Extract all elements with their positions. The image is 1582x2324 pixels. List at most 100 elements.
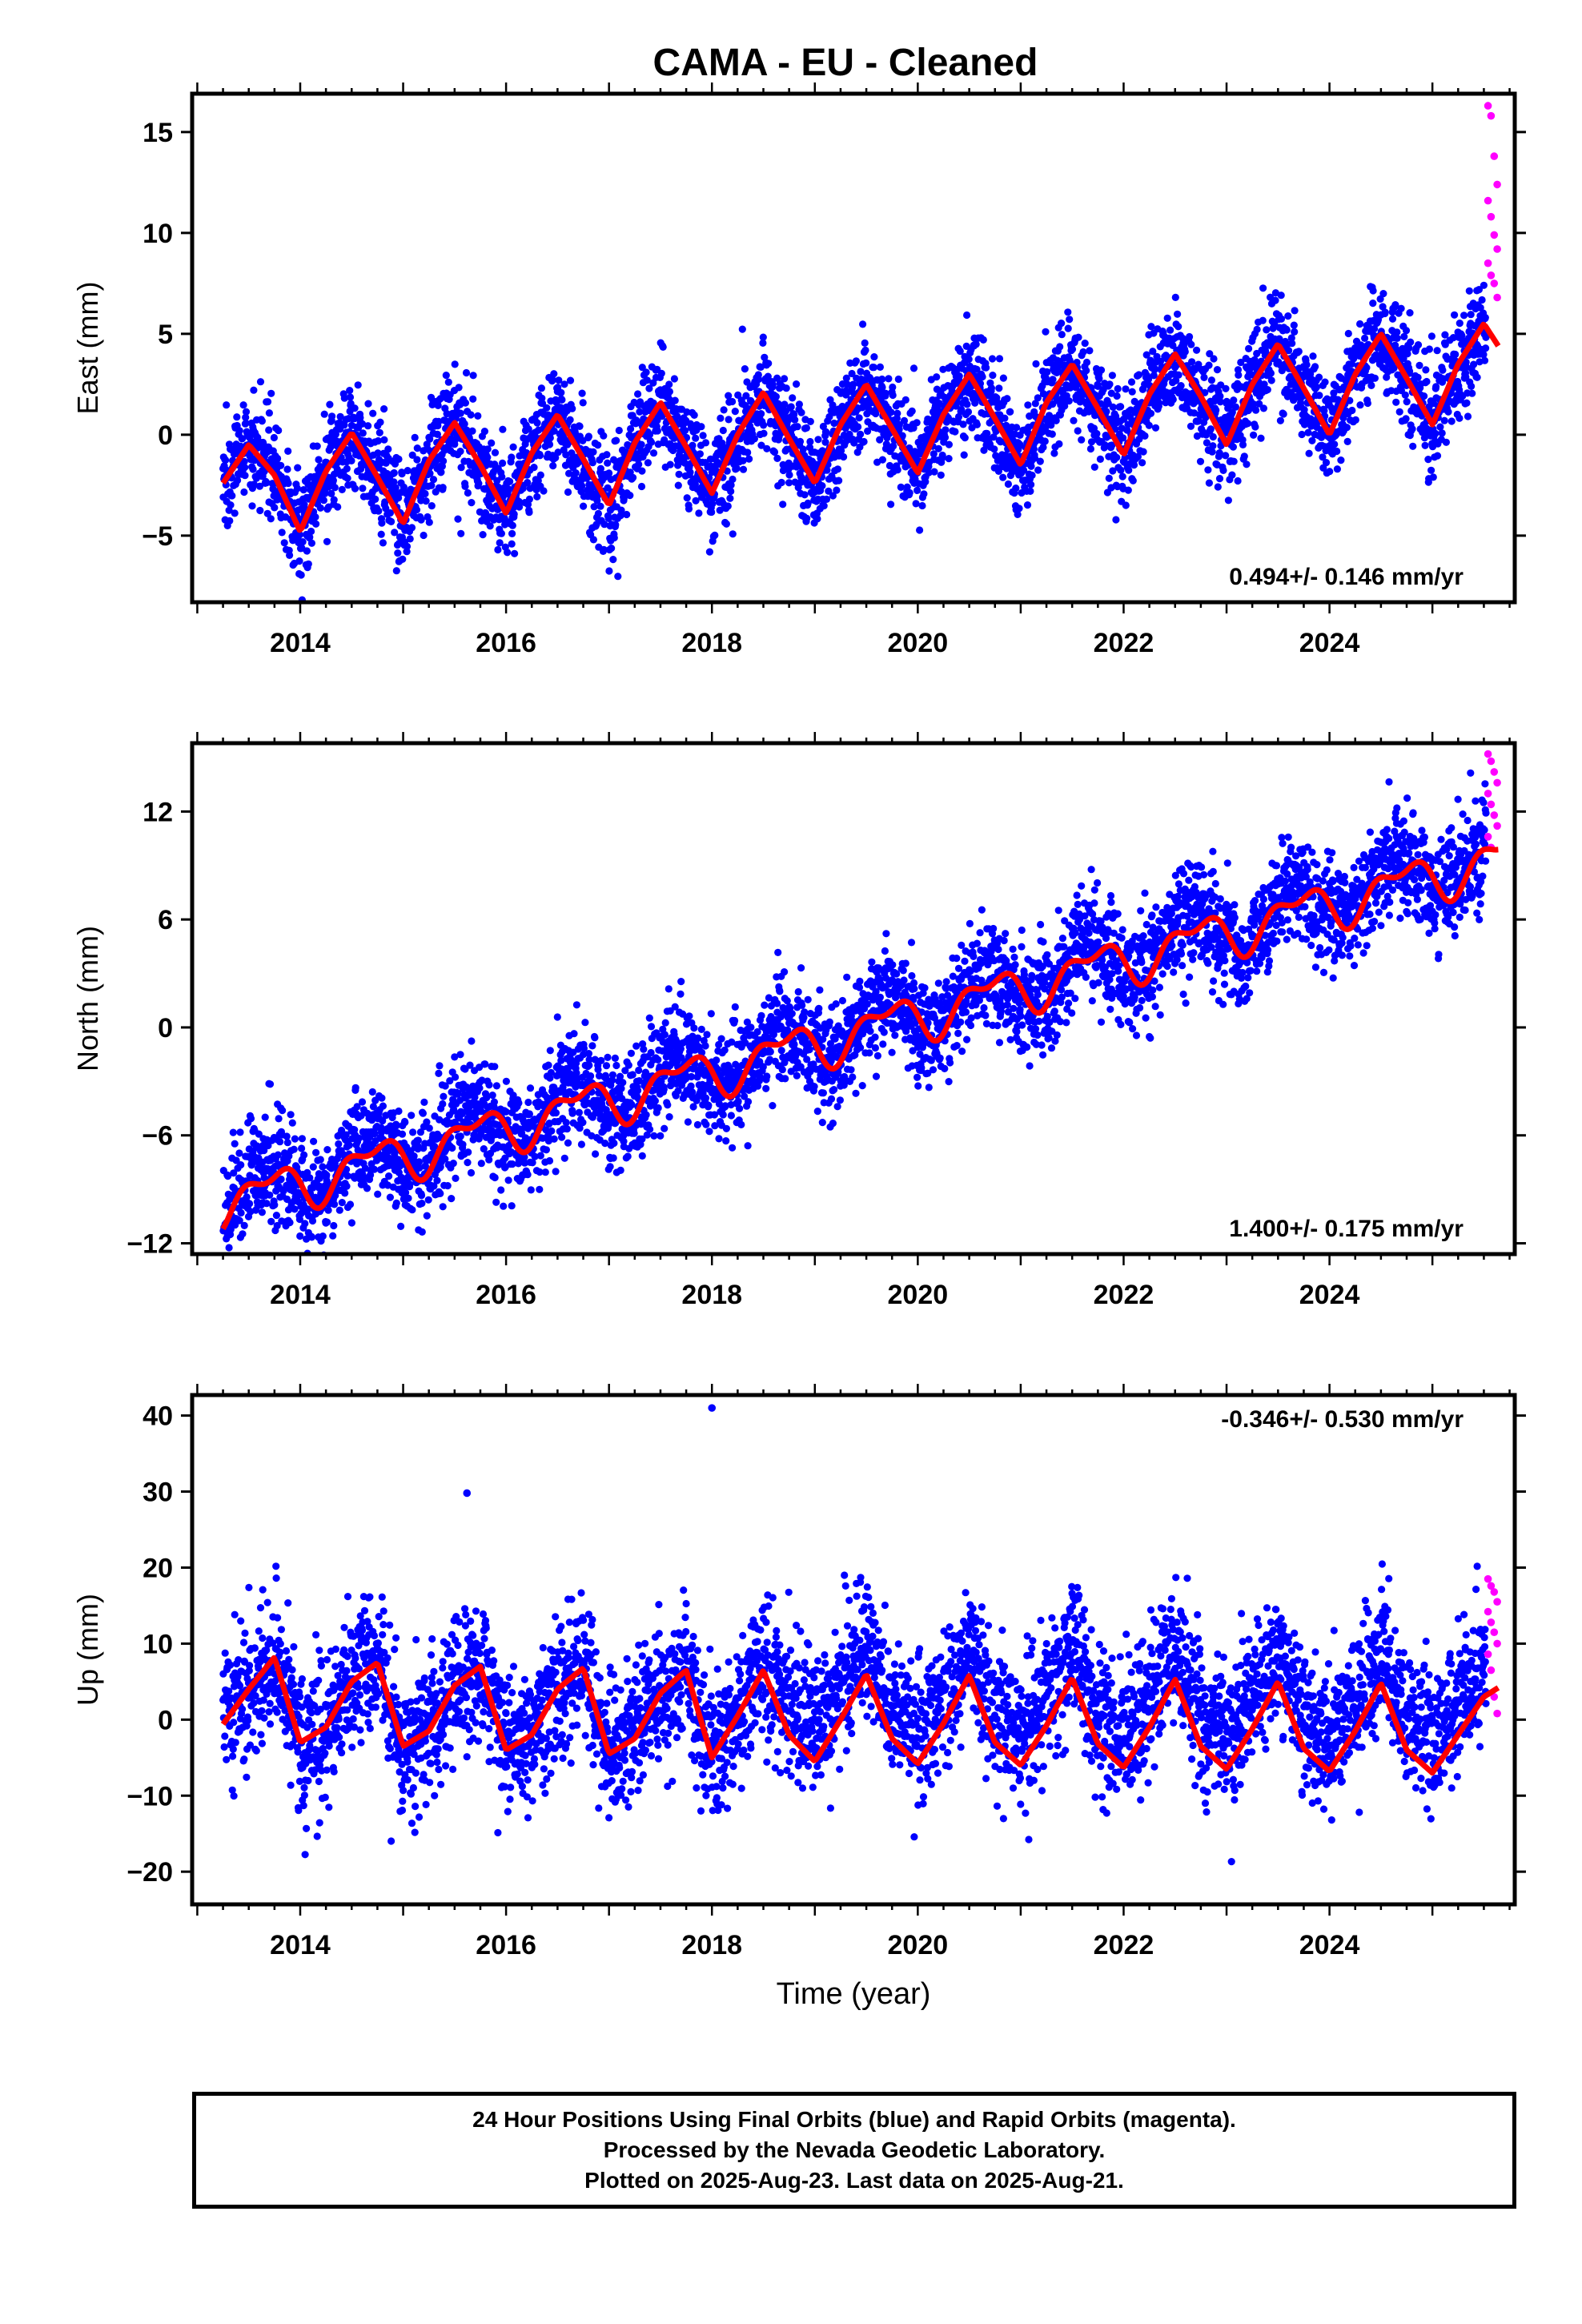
east-point	[916, 526, 924, 534]
east-point	[1188, 358, 1196, 366]
east-point	[1049, 376, 1057, 384]
east-point	[1034, 466, 1042, 474]
east-point	[270, 433, 278, 442]
north-point	[386, 1193, 394, 1201]
east-point	[934, 444, 942, 452]
east-point	[371, 495, 379, 504]
east-point	[1118, 472, 1126, 480]
east-point	[760, 421, 768, 429]
east-point	[499, 459, 507, 468]
east-point	[725, 392, 733, 400]
east-point	[612, 521, 620, 529]
east-point	[1290, 321, 1298, 329]
east-point	[1206, 350, 1214, 358]
east-y-tick-label: 15	[143, 118, 173, 148]
east-point	[603, 451, 611, 459]
east-point	[990, 433, 998, 441]
north-point	[316, 1156, 324, 1164]
east-point	[476, 508, 484, 516]
north-point	[374, 1190, 382, 1198]
east-point	[1156, 357, 1165, 365]
east-point	[1288, 340, 1296, 348]
east-point	[840, 452, 848, 461]
east-point	[1122, 501, 1130, 509]
east-point	[533, 419, 541, 427]
east-point	[1219, 466, 1227, 475]
east-point	[649, 399, 657, 407]
east-point	[1209, 432, 1217, 441]
north-point	[279, 1187, 287, 1195]
east-point	[303, 547, 311, 555]
east-point	[1058, 320, 1066, 328]
east-point	[1251, 356, 1259, 364]
east-point	[1326, 468, 1334, 476]
east-point	[1001, 414, 1009, 422]
east-point	[859, 320, 867, 328]
north-point	[370, 1165, 379, 1173]
east-point	[1468, 382, 1476, 390]
north-point	[404, 1194, 412, 1202]
east-point	[548, 376, 556, 384]
east-point	[872, 409, 880, 418]
east-point	[1381, 308, 1389, 316]
east-point	[297, 571, 305, 579]
east-point	[307, 527, 315, 536]
east-point	[793, 380, 801, 388]
east-point	[833, 486, 841, 494]
east-point	[913, 486, 921, 495]
east-point	[1222, 384, 1230, 392]
east-final-orbit-points	[219, 281, 1490, 602]
north-point	[237, 1208, 245, 1217]
east-point	[821, 438, 829, 446]
east-point	[248, 502, 256, 510]
east-point	[239, 435, 247, 443]
east-point	[1304, 428, 1312, 436]
east-point	[1438, 429, 1446, 437]
east-point	[534, 476, 542, 485]
north-point	[239, 1266, 247, 1273]
east-point	[763, 444, 771, 452]
north-point	[398, 1130, 407, 1138]
east-point	[1276, 416, 1284, 424]
north-point	[395, 1107, 403, 1116]
east-point	[610, 533, 618, 542]
east-point	[791, 478, 799, 486]
east-point	[408, 524, 416, 532]
north-point	[296, 1232, 304, 1240]
east-point	[511, 549, 519, 557]
east-point	[420, 531, 428, 540]
east-point	[1204, 466, 1212, 474]
east-point	[1150, 365, 1158, 373]
east-point	[545, 440, 554, 448]
east-point	[709, 500, 717, 508]
east-point	[1409, 442, 1417, 450]
east-point	[1432, 383, 1440, 391]
north-point	[275, 1115, 283, 1123]
east-point	[223, 401, 231, 409]
east-point	[797, 408, 805, 416]
east-point	[1351, 416, 1359, 424]
east-point	[1047, 421, 1055, 429]
east-point	[604, 459, 612, 467]
east-point	[1107, 389, 1115, 397]
east-point	[594, 441, 602, 449]
east-point	[600, 521, 608, 529]
east-point	[744, 448, 752, 456]
east-point	[566, 376, 575, 384]
north-point	[291, 1135, 299, 1143]
east-point	[849, 380, 857, 388]
east-point	[1026, 487, 1034, 496]
east-point	[882, 440, 890, 448]
east-point	[1015, 505, 1023, 513]
north-point	[301, 1220, 309, 1228]
east-point	[1186, 332, 1194, 341]
east-point	[460, 420, 468, 428]
east-point	[284, 479, 292, 488]
east-point	[461, 399, 470, 407]
east-rapid-point	[1493, 180, 1501, 189]
east-point	[857, 368, 865, 376]
east-point	[1331, 440, 1339, 448]
east-point	[437, 468, 445, 476]
east-point	[295, 557, 303, 565]
north-point	[368, 1088, 376, 1096]
